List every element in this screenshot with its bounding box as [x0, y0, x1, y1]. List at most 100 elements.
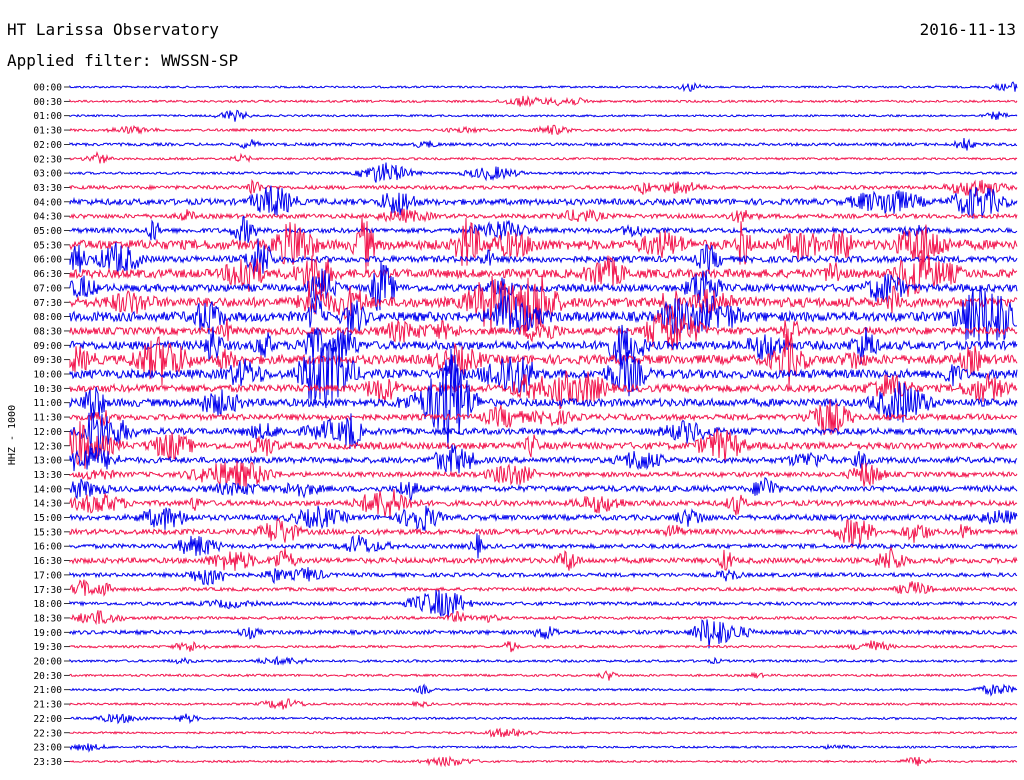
tick-label-1730: 17:30: [33, 585, 62, 596]
trace-line-1200: [69, 412, 1018, 457]
trace-line-1330: [69, 461, 1018, 490]
trace-line-0130: [69, 124, 1018, 135]
trace-line-0300: [69, 162, 1018, 183]
tick-label-1500: 15:00: [33, 513, 62, 524]
tick-label-2230: 22:30: [33, 728, 62, 739]
tick-label-2000: 20:00: [33, 657, 62, 668]
tick-label-0430: 04:30: [33, 212, 62, 223]
trace-line-0430: [69, 208, 1018, 223]
trace-line-1900: [69, 619, 1018, 649]
tick-label-0200: 02:00: [33, 140, 62, 151]
trace-line-0500: [69, 215, 1018, 244]
tick-label-1930: 19:30: [33, 642, 62, 653]
tick-label-2100: 21:00: [33, 685, 62, 696]
trace-line-1130: [69, 399, 1018, 436]
tick-label-0300: 03:00: [33, 169, 62, 180]
tick-label-0000: 00:00: [33, 83, 62, 94]
trace-line-1030: [69, 370, 1018, 410]
tick-label-1700: 17:00: [33, 570, 62, 581]
trace-line-1930: [69, 640, 1018, 653]
tick-label-0400: 04:00: [33, 197, 62, 208]
trace-line-0400: [69, 185, 1018, 219]
filter-label: Applied filter: WWSSN-SP: [7, 51, 239, 70]
tick-label-2330: 23:30: [33, 757, 62, 768]
tick-label-2130: 21:30: [33, 700, 62, 711]
tick-label-0700: 07:00: [33, 283, 62, 294]
trace-line-0930: [69, 328, 1018, 388]
trace-line-1800: [69, 589, 1017, 619]
trace-line-0200: [69, 138, 1018, 151]
tick-label-1600: 16:00: [33, 542, 62, 553]
trace-line-1430: [69, 489, 1018, 518]
trace-line-1400: [69, 477, 1018, 501]
trace-line-1230: [69, 421, 1018, 469]
trace-line-2000: [69, 655, 1018, 666]
tick-label-1330: 13:30: [33, 470, 62, 481]
trace-line-2130: [69, 698, 1018, 710]
tick-label-1530: 15:30: [33, 527, 62, 538]
tick-label-0730: 07:30: [33, 298, 62, 309]
trace-line-2300: [69, 743, 1018, 753]
trace-line-0630: [69, 250, 1018, 297]
trace-line-0230: [69, 151, 1018, 164]
trace-line-0730: [69, 274, 1018, 332]
tick-label-1630: 16:30: [33, 556, 62, 567]
tick-label-1100: 11:00: [33, 398, 62, 409]
tick-label-1230: 12:30: [33, 441, 62, 452]
trace-line-0330: [69, 178, 1018, 197]
tick-label-1430: 14:30: [33, 499, 62, 510]
tick-label-1900: 19:00: [33, 628, 62, 639]
tick-label-1400: 14:00: [33, 484, 62, 495]
tick-label-2300: 23:00: [33, 743, 62, 754]
trace-line-0000: [69, 81, 1018, 93]
tick-label-0830: 08:30: [33, 326, 62, 337]
trace-line-0830: [69, 312, 1018, 351]
tick-label-0500: 05:00: [33, 226, 62, 237]
trace-line-2030: [69, 670, 1018, 681]
trace-line-1530: [69, 517, 1018, 548]
tick-label-0100: 01:00: [33, 111, 62, 122]
trace-line-1600: [69, 533, 1018, 559]
tick-label-1200: 12:00: [33, 427, 62, 438]
record-date: 2016-11-13: [919, 20, 1016, 39]
trace-line-0900: [69, 324, 1018, 367]
trace-line-0600: [69, 238, 1018, 277]
trace-line-0100: [69, 109, 1018, 122]
tick-label-1300: 13:00: [33, 456, 62, 467]
trace-line-1730: [69, 579, 1018, 597]
trace-line-2230: [69, 727, 1018, 738]
trace-line-1300: [69, 444, 1018, 474]
tick-label-1000: 10:00: [33, 370, 62, 381]
tick-label-0900: 09:00: [33, 341, 62, 352]
observatory-title: HT Larissa Observatory: [7, 20, 219, 39]
trace-line-1100: [69, 348, 1018, 449]
tick-label-0230: 02:30: [33, 154, 62, 165]
tick-label-0600: 06:00: [33, 255, 62, 266]
tick-label-0800: 08:00: [33, 312, 62, 323]
tick-label-2030: 20:30: [33, 671, 62, 682]
tick-label-1030: 10:30: [33, 384, 62, 395]
trace-line-1000: [69, 337, 1018, 409]
tick-label-0130: 01:30: [33, 126, 62, 137]
tick-label-0630: 06:30: [33, 269, 62, 280]
tick-label-1130: 11:30: [33, 413, 62, 424]
tick-label-1830: 18:30: [33, 613, 62, 624]
seismic-traces: [69, 81, 1018, 768]
tick-label-0930: 09:30: [33, 355, 62, 366]
trace-line-1830: [69, 610, 1017, 626]
tick-label-0030: 00:30: [33, 97, 62, 108]
tick-label-2200: 22:00: [33, 714, 62, 725]
trace-line-2100: [69, 683, 1018, 697]
trace-line-0030: [69, 94, 1018, 108]
time-tick-labels: 00:00 00:30 01:00 01:30 02:00 02:30 03:00 03:30…: [33, 83, 70, 768]
trace-line-1630: [69, 545, 1018, 571]
tick-label-1800: 18:00: [33, 599, 62, 610]
trace-line-1500: [69, 505, 1018, 531]
tick-label-0530: 05:30: [33, 240, 62, 251]
trace-line-2200: [69, 713, 1017, 725]
trace-line-1700: [69, 567, 1018, 586]
trace-line-0530: [69, 217, 1018, 270]
tick-label-0330: 03:30: [33, 183, 62, 194]
trace-line-2330: [69, 755, 1018, 768]
